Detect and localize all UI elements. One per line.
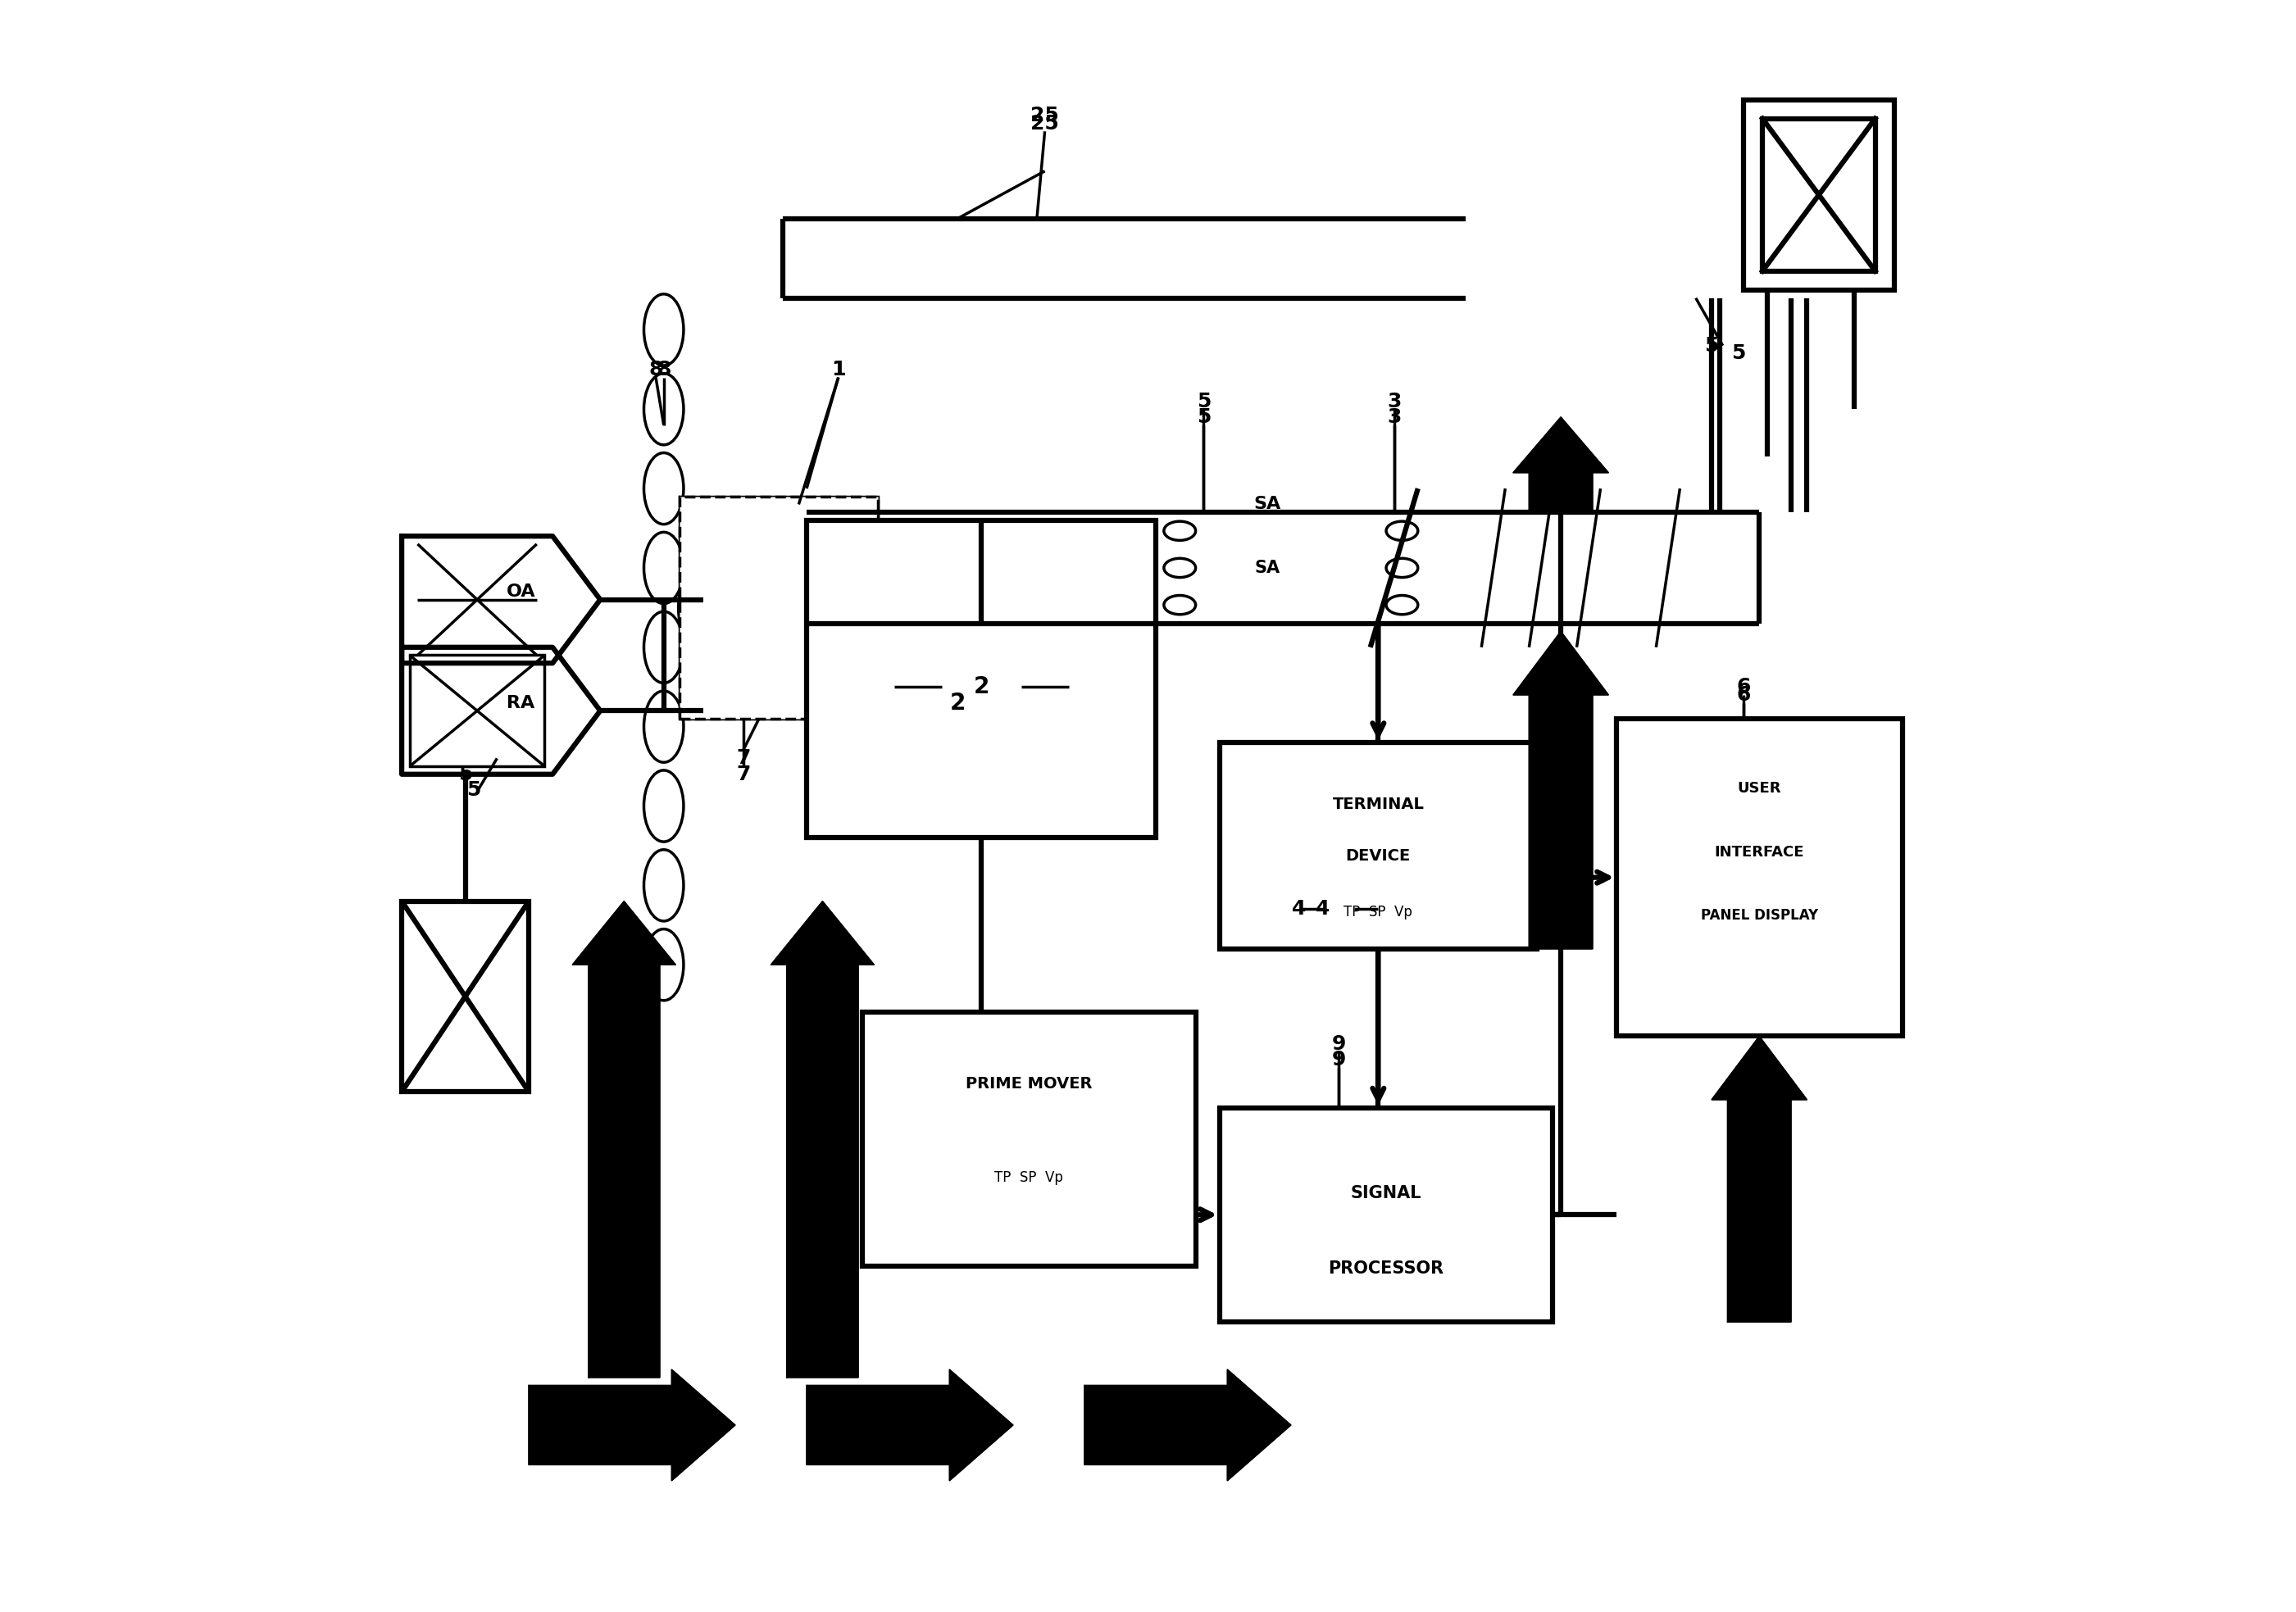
Text: INTERFACE: INTERFACE	[1715, 845, 1805, 859]
Polygon shape	[528, 1370, 735, 1481]
Bar	[863, 1012, 1196, 1267]
Bar	[409, 654, 544, 766]
Text: 8: 8	[657, 359, 670, 379]
Text: 5: 5	[466, 780, 480, 800]
Text: PRIME MOVER: PRIME MOVER	[967, 1075, 1093, 1091]
Text: 5: 5	[459, 764, 473, 783]
Text: 7: 7	[737, 748, 751, 769]
Text: PROCESSOR: PROCESSOR	[1329, 1261, 1444, 1277]
Text: OA: OA	[505, 584, 535, 600]
Bar	[1743, 100, 1894, 290]
Polygon shape	[806, 1370, 1013, 1481]
Text: 1: 1	[831, 359, 845, 379]
Bar	[1616, 719, 1901, 1037]
Text: 6: 6	[1736, 685, 1750, 704]
Bar	[402, 901, 528, 1091]
Bar	[680, 496, 877, 719]
Bar	[1219, 743, 1536, 949]
Bar	[1763, 119, 1876, 271]
Text: 5: 5	[1704, 335, 1720, 356]
Bar	[806, 521, 1155, 838]
Bar	[1219, 1107, 1552, 1322]
Text: 4: 4	[1316, 899, 1329, 919]
Text: 25: 25	[1031, 113, 1058, 134]
Text: PANEL DISPLAY: PANEL DISPLAY	[1701, 908, 1818, 924]
Text: TP  SP  Vp: TP SP Vp	[1343, 904, 1412, 919]
Text: TP  SP  Vp: TP SP Vp	[994, 1170, 1063, 1185]
Text: 2: 2	[974, 675, 990, 698]
Text: 6: 6	[1736, 677, 1750, 696]
Text: 4: 4	[1293, 899, 1306, 919]
Text: 2: 2	[951, 692, 964, 714]
Text: SIGNAL: SIGNAL	[1350, 1185, 1421, 1201]
Text: DEVICE: DEVICE	[1345, 848, 1410, 864]
Text: 3: 3	[1387, 408, 1401, 427]
Text: 5: 5	[1731, 343, 1745, 363]
Text: 9: 9	[1332, 1049, 1345, 1070]
Text: USER: USER	[1738, 782, 1782, 796]
Polygon shape	[1513, 418, 1609, 513]
Polygon shape	[771, 901, 875, 1378]
Text: 9: 9	[1332, 1035, 1345, 1054]
Polygon shape	[1513, 632, 1609, 949]
Text: 1: 1	[831, 359, 845, 379]
Text: 5: 5	[1196, 392, 1210, 411]
Text: 3: 3	[1387, 392, 1401, 411]
Text: SA: SA	[1254, 496, 1281, 513]
Text: 5: 5	[1196, 408, 1210, 427]
Polygon shape	[572, 901, 675, 1378]
Text: 25: 25	[1031, 106, 1058, 126]
Text: SA: SA	[1254, 559, 1279, 575]
Polygon shape	[1084, 1370, 1290, 1481]
Bar	[680, 496, 877, 719]
Polygon shape	[1711, 1037, 1807, 1322]
Text: 8: 8	[650, 359, 664, 379]
Text: 7: 7	[737, 764, 751, 783]
Text: RA: RA	[507, 695, 535, 711]
Text: TERMINAL: TERMINAL	[1332, 796, 1424, 812]
